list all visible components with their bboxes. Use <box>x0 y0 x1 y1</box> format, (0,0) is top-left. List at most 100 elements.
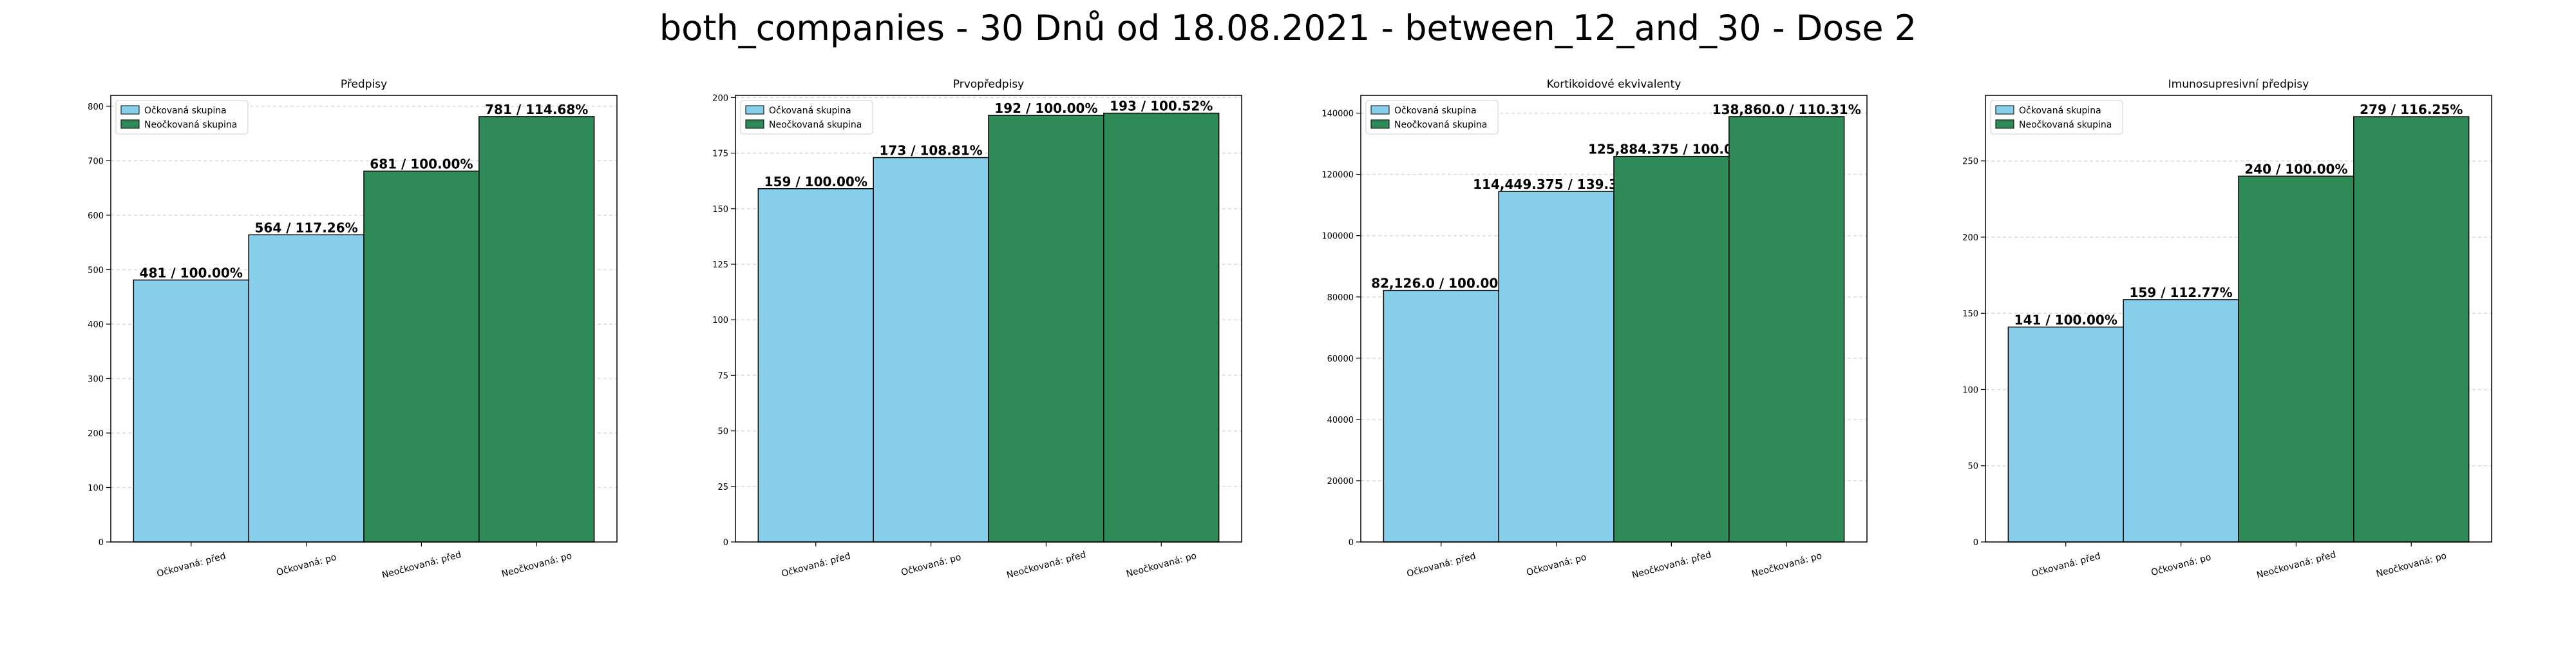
y-tick-label: 0 <box>99 538 104 548</box>
legend-label: Neočkovaná skupina <box>769 120 862 130</box>
y-tick-label: 100 <box>88 483 104 493</box>
bar-3 <box>988 115 1104 543</box>
x-tick-label: Očkovaná: před <box>781 551 852 579</box>
bar-data-label: 138,860.0 / 110.31% <box>1712 102 1861 117</box>
y-tick-label: 140000 <box>1321 110 1354 119</box>
bar-data-label: 193 / 100.52% <box>1110 99 1213 114</box>
chart-panel-1: Předpisy 0 100 200 300 400 500 600 700 800 481 / 1… <box>88 78 618 581</box>
axes-frame <box>110 95 618 543</box>
bar-3 <box>363 170 480 543</box>
x-tick-label: Neočkovaná: po <box>2375 551 2448 580</box>
y-tick-label: 40000 <box>1327 416 1354 425</box>
y-tick-label: 100000 <box>1321 232 1354 242</box>
chart-panel-3: Kortikoidové ekvivalenty 0 20000 40000 60000… <box>1321 78 1868 581</box>
legend-swatch <box>745 105 764 115</box>
chart-panel-2: Prvopředpisy 0 25 50 75 100 125 150 175 200 159 / … <box>712 78 1242 581</box>
bar-data-label: 141 / 100.00% <box>2014 313 2117 328</box>
x-tick-label: Neočkovaná: po <box>500 551 573 580</box>
x-tick-label: Očkovaná: před <box>156 551 227 579</box>
axes-frame <box>735 95 1242 543</box>
y-tick-label: 700 <box>88 157 104 166</box>
bar-2 <box>2123 299 2239 543</box>
x-tick-label: Očkovaná: po <box>1525 552 1587 578</box>
y-tick-label: 20000 <box>1327 477 1354 487</box>
y-tick-label: 25 <box>717 483 728 492</box>
y-tick-label: 0 <box>723 538 728 548</box>
y-tick-label: 150 <box>712 205 728 215</box>
bar-data-label: 114,449.375 / 139.36% <box>1473 177 1640 192</box>
bar-1 <box>1383 289 1499 543</box>
x-tick-label: Očkovaná: po <box>2150 552 2212 578</box>
bar-4 <box>478 116 595 543</box>
bar-4 <box>1728 116 1845 543</box>
y-tick-label: 75 <box>717 371 728 381</box>
figure-title: both_companies - 30 Dnů od 18.08.2021 - … <box>659 8 1917 48</box>
y-tick-label: 500 <box>88 266 104 275</box>
legend-label: Očkovaná skupina <box>144 106 227 116</box>
bar-data-label: 681 / 100.00% <box>370 156 473 171</box>
axes-frame <box>1985 95 2492 543</box>
bar-1 <box>757 188 874 543</box>
legend-label: Očkovaná skupina <box>769 106 851 116</box>
legend-swatch <box>1370 105 1390 115</box>
bar-data-label: 159 / 100.00% <box>764 174 867 189</box>
y-tick-label: 100 <box>1962 385 1978 395</box>
legend-box <box>1990 100 2123 135</box>
bar-2 <box>873 157 989 543</box>
y-tick-label: 200 <box>712 93 728 103</box>
y-tick-label: 80000 <box>1327 293 1354 303</box>
legend-box <box>740 100 873 135</box>
y-tick-label: 100 <box>712 316 728 325</box>
chart-title: Prvopředpisy <box>953 78 1025 91</box>
bar-1 <box>133 279 249 543</box>
bar-data-label: 240 / 100.00% <box>2244 161 2347 177</box>
bar-data-label: 159 / 112.77% <box>2129 285 2232 300</box>
legend-label: Očkovaná skupina <box>1394 106 1477 116</box>
x-tick-label: Očkovaná: před <box>2031 551 2102 579</box>
bar-data-label: 173 / 108.81% <box>879 143 982 159</box>
legend-swatch <box>745 119 764 129</box>
legend-swatch <box>120 119 140 129</box>
bar-4 <box>1103 112 1220 543</box>
x-tick-label: Neočkovaná: před <box>1631 550 1712 581</box>
y-tick-label: 0 <box>1973 538 1978 548</box>
x-tick-label: Neočkovaná: před <box>1005 550 1087 581</box>
y-tick-label: 150 <box>1962 309 1978 319</box>
y-tick-label: 120000 <box>1321 171 1354 180</box>
x-tick-label: Očkovaná: před <box>1406 551 1477 579</box>
y-tick-label: 600 <box>88 211 104 221</box>
y-tick-label: 200 <box>1962 233 1978 243</box>
y-tick-label: 200 <box>88 429 104 439</box>
chart-title: Kortikoidové ekvivalenty <box>1547 78 1681 91</box>
chart-title: Předpisy <box>341 78 387 91</box>
bar-data-label: 481 / 100.00% <box>140 265 243 280</box>
legend-label: Neočkovaná skupina <box>2019 120 2112 130</box>
legend-label: Neočkovaná skupina <box>1394 120 1487 130</box>
bar-2 <box>1498 191 1615 543</box>
y-tick-label: 250 <box>1962 157 1978 167</box>
chart-panel-4: Imunosupresivní předpisy 0 50 100 150 200 250 1… <box>1962 78 2492 581</box>
y-tick-label: 50 <box>1967 462 1978 472</box>
bar-1 <box>2007 326 2124 543</box>
bar-data-label: 125,884.375 / 100.00% <box>1588 142 1755 157</box>
legend-label: Neočkovaná skupina <box>144 120 237 130</box>
bar-data-label: 279 / 116.25% <box>2360 102 2463 117</box>
y-tick-label: 125 <box>712 260 728 270</box>
y-tick-label: 175 <box>712 150 728 159</box>
y-tick-label: 60000 <box>1327 354 1354 364</box>
x-tick-label: Očkovaná: po <box>275 552 337 578</box>
legend-swatch <box>1370 119 1390 129</box>
y-tick-label: 400 <box>88 320 104 330</box>
bar-2 <box>248 234 365 543</box>
y-tick-label: 800 <box>88 102 104 112</box>
x-tick-label: Neočkovaná: před <box>2255 550 2337 581</box>
x-tick-label: Očkovaná: po <box>900 552 962 578</box>
legend-box <box>115 100 249 135</box>
y-tick-label: 50 <box>717 427 728 437</box>
bar-data-label: 564 / 117.26% <box>254 220 357 235</box>
bar-4 <box>2353 116 2470 543</box>
y-tick-label: 300 <box>88 374 104 384</box>
legend-box <box>1365 100 1499 135</box>
